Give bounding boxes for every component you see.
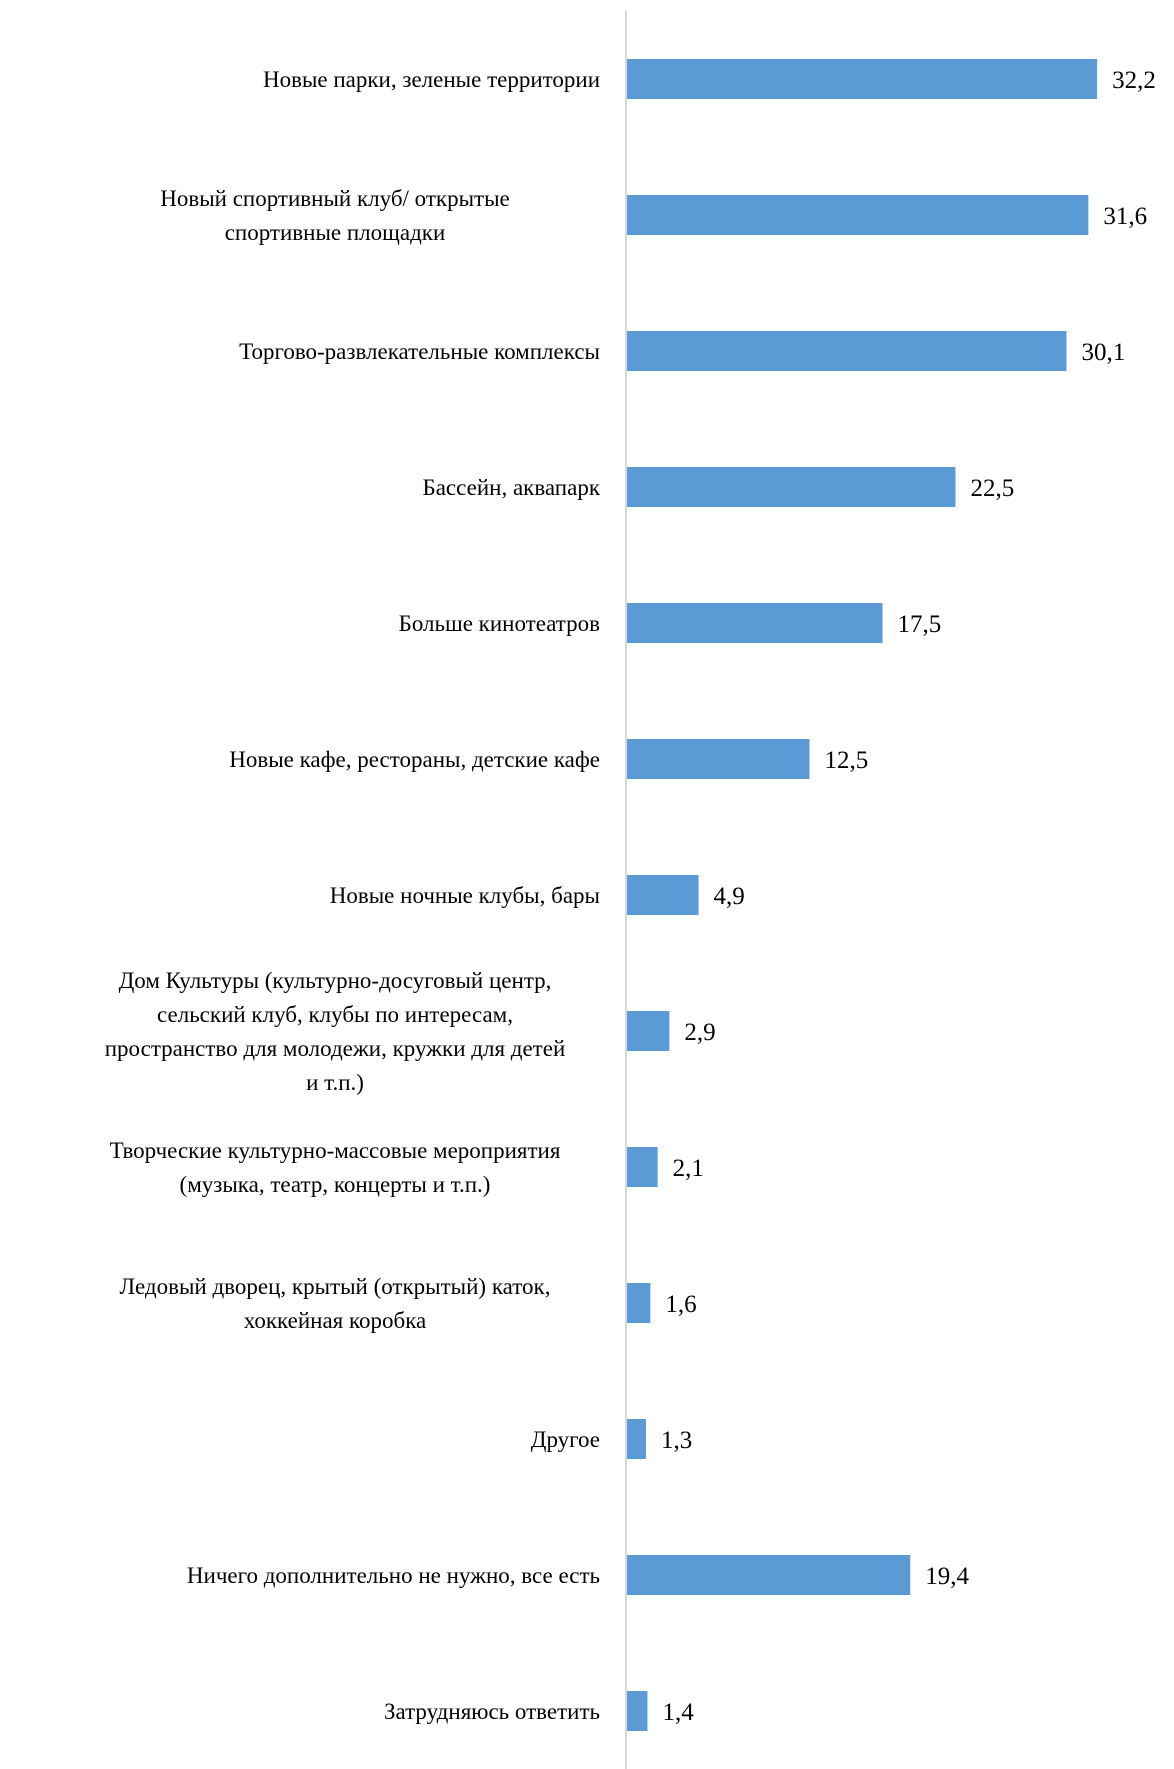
value-label-6: 4,9 (714, 883, 745, 910)
category-label-0-line-0: Новые парки, зеленые территории (263, 67, 600, 92)
bar-5 (627, 739, 810, 779)
category-label-7-line-2: пространство для молодежи, кружки для де… (105, 1036, 566, 1061)
value-label-5: 12,5 (825, 747, 869, 774)
value-labels-group: 32,2 31,6 30,1 22,5 17,5 12,5 4,9 2,9 2,1 1,6 1,3 1… (661, 67, 1156, 1726)
value-label-3: 22,5 (971, 475, 1015, 502)
category-label-5-line-0: Новые кафе, рестораны, детские кафе (229, 747, 600, 772)
category-label-9: Ледовый дворец, крытый (открытый) каток,… (120, 1274, 551, 1333)
value-label-2: 30,1 (1081, 339, 1125, 366)
category-label-1-line-0: Новый спортивный клуб/ открытые (160, 186, 510, 211)
category-label-6-line-0: Новые ночные клубы, бары (330, 883, 600, 908)
bar-0 (627, 59, 1098, 99)
bar-9 (627, 1283, 651, 1323)
value-label-9: 1,6 (665, 1291, 696, 1318)
category-label-5: Новые кафе, рестораны, детские кафе (229, 747, 600, 772)
bar-7 (627, 1011, 670, 1051)
category-labels-group: Новые парки, зеленые территории Новый спо… (105, 67, 601, 1724)
category-label-12: Затрудняюсь ответить (384, 1699, 600, 1724)
bar-1 (627, 195, 1089, 235)
category-label-3: Бассейн, аквапарк (423, 475, 601, 500)
bar-12 (627, 1691, 648, 1731)
value-label-8: 2,1 (673, 1155, 704, 1182)
bar-10 (627, 1419, 646, 1459)
bar-3 (627, 467, 956, 507)
category-label-8: Творческие культурно-массовые мероприяти… (110, 1138, 561, 1197)
category-label-7: Дом Культуры (культурно-досуговый центр,… (105, 968, 566, 1095)
category-label-1-line-1: спортивные площадки (225, 220, 446, 245)
category-label-10: Другое (531, 1427, 600, 1452)
category-label-8-line-1: (музыка, театр, концерты и т.п.) (180, 1172, 491, 1197)
category-label-11: Ничего дополнительно не нужно, все есть (187, 1563, 600, 1588)
category-label-8-line-0: Творческие культурно-массовые мероприяти… (110, 1138, 561, 1163)
category-label-9-line-1: хоккейная коробка (244, 1308, 427, 1333)
bar-4 (627, 603, 883, 643)
value-label-7: 2,9 (684, 1019, 715, 1046)
bar-11 (627, 1555, 911, 1595)
category-label-7-line-0: Дом Культуры (культурно-досуговый центр, (119, 968, 552, 993)
value-label-4: 17,5 (898, 611, 942, 638)
category-label-10-line-0: Другое (531, 1427, 600, 1452)
category-label-7-line-3: и т.п.) (306, 1070, 364, 1095)
category-label-1: Новый спортивный клуб/ открытые спортивны… (160, 186, 510, 245)
category-label-6: Новые ночные клубы, бары (330, 883, 600, 908)
category-label-3-line-0: Бассейн, аквапарк (423, 475, 601, 500)
value-label-12: 1,4 (662, 1699, 694, 1726)
category-label-12-line-0: Затрудняюсь ответить (384, 1699, 600, 1724)
category-label-2-line-0: Торгово-развлекательные комплексы (239, 339, 600, 364)
bar-6 (627, 875, 699, 915)
category-label-0: Новые парки, зеленые территории (263, 67, 600, 92)
bar-8 (627, 1147, 658, 1187)
value-label-1: 31,6 (1103, 203, 1147, 230)
value-label-11: 19,4 (925, 1563, 969, 1590)
category-label-7-line-1: сельский клуб, клубы по интересам, (157, 1002, 513, 1027)
category-label-4: Больше кинотеатров (399, 611, 601, 636)
category-label-2: Торгово-развлекательные комплексы (239, 339, 600, 364)
category-label-11-line-0: Ничего дополнительно не нужно, все есть (187, 1563, 600, 1588)
bar-2 (627, 331, 1067, 371)
bars-group (627, 59, 1098, 1731)
category-label-4-line-0: Больше кинотеатров (399, 611, 601, 636)
value-label-0: 32,2 (1112, 67, 1156, 94)
category-label-9-line-0: Ледовый дворец, крытый (открытый) каток, (120, 1274, 551, 1299)
value-label-10: 1,3 (661, 1427, 692, 1454)
